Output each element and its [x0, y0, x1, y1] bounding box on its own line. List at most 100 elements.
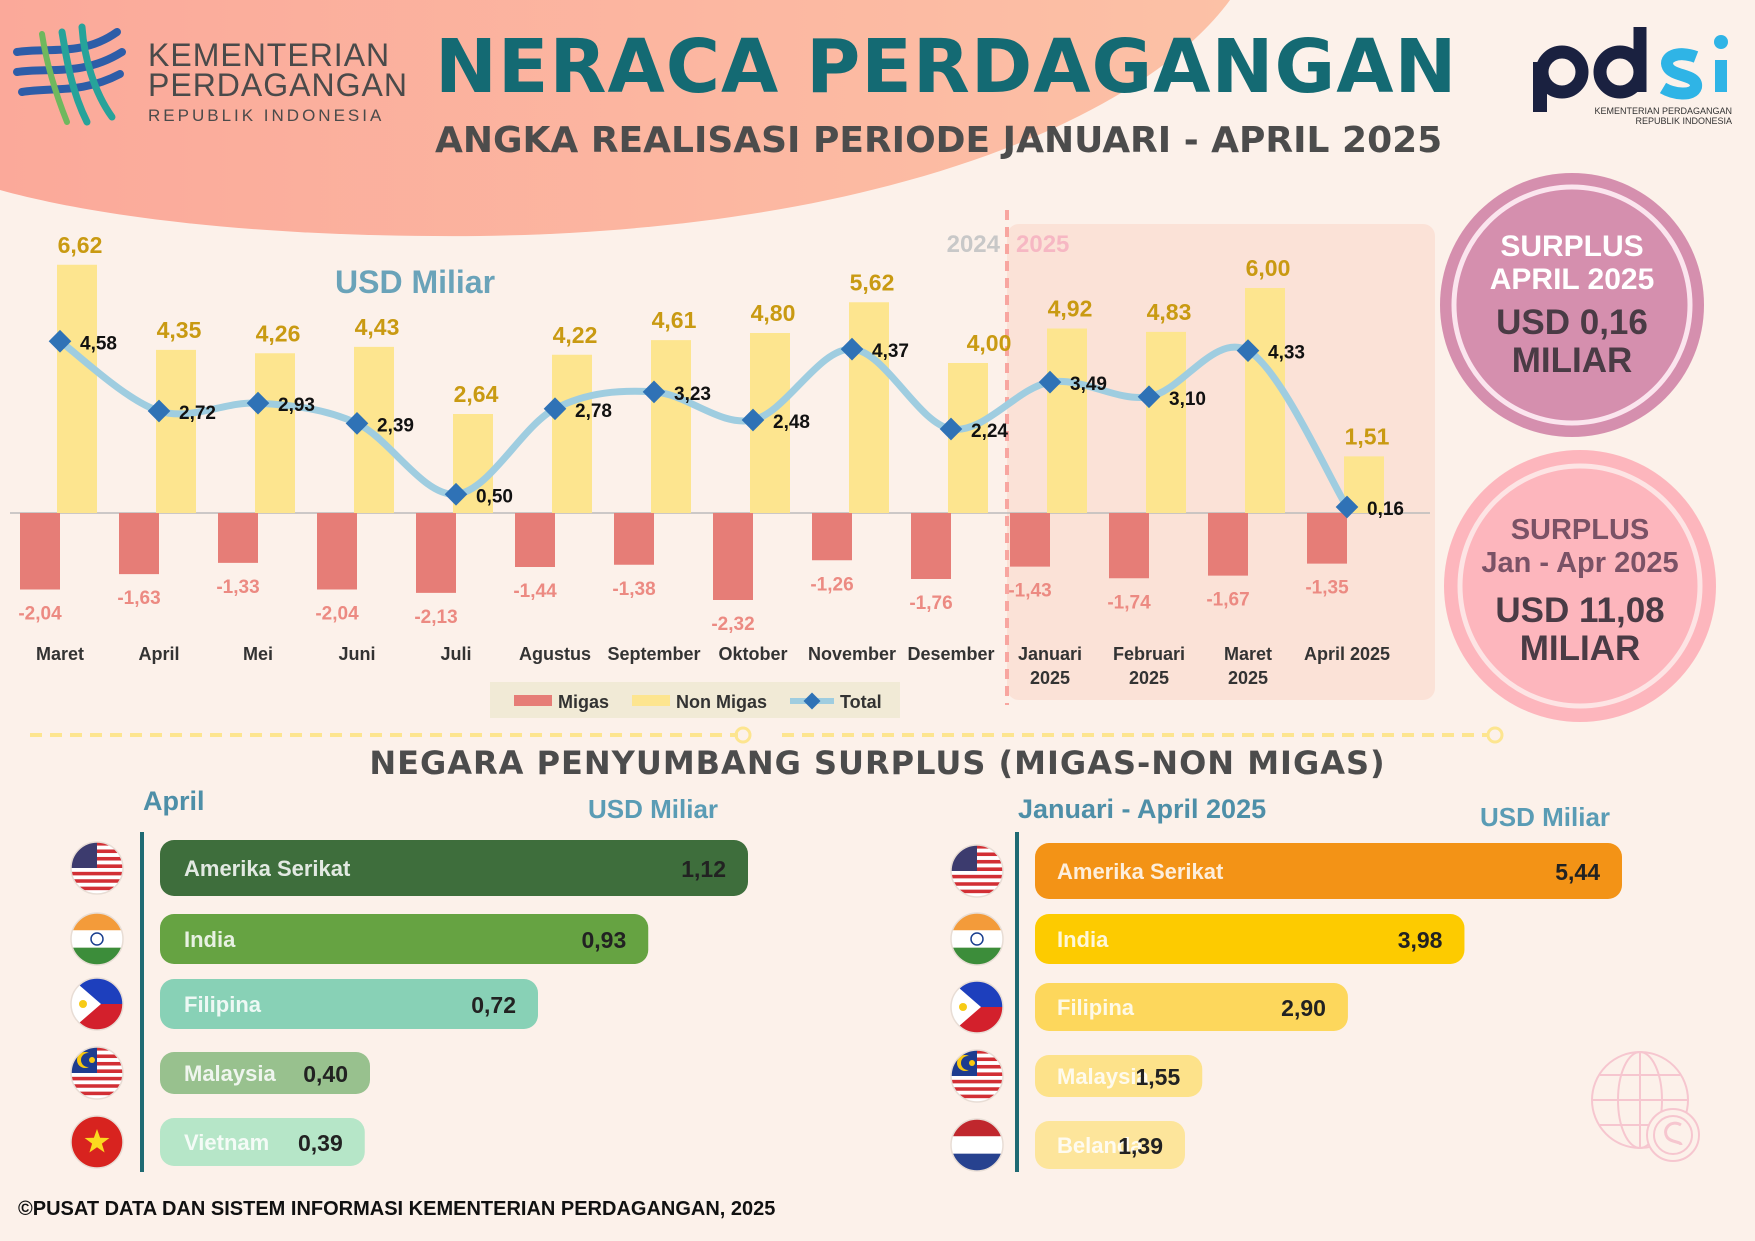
- pdsi-logo-icon: [1533, 27, 1728, 112]
- migas-label: -1,44: [513, 581, 557, 602]
- category-label: April: [138, 644, 179, 664]
- country-label: Malaysia: [1057, 1064, 1149, 1089]
- total-label: 4,37: [872, 341, 909, 362]
- ytd-surplus-chart: Amerika Serikat 5,44 India 3,98 Filipina 2,90…: [950, 832, 1622, 1172]
- ytd-surplus-circle: [1444, 450, 1716, 722]
- april-surplus-chart: Amerika Serikat 1,12 India 0,93 Filipina 0,72…: [70, 832, 748, 1172]
- non-migas-bar: [255, 353, 295, 513]
- non-migas-bar: [156, 349, 196, 513]
- total-label: 2,93: [278, 395, 315, 416]
- april-surplus-value-2: MILIAR: [1511, 341, 1633, 380]
- page-title: NERACA PERDAGANGAN: [435, 24, 1458, 110]
- legend-migas-label: Migas: [558, 692, 609, 712]
- non-migas-label: 4,00: [967, 330, 1012, 356]
- april-surplus-label-1: SURPLUS: [1500, 230, 1644, 263]
- country-value: 0,40: [303, 1061, 348, 1087]
- non-migas-label: 4,43: [355, 314, 400, 340]
- total-label: 2,39: [377, 415, 414, 436]
- total-label: 4,33: [1268, 343, 1305, 364]
- period-label-2025: 2025: [1016, 231, 1069, 258]
- non-migas-bar: [849, 302, 889, 513]
- country-value: 1,39: [1118, 1133, 1163, 1159]
- migas-bar: [218, 513, 258, 563]
- section-title: NEGARA PENYUMBANG SURPLUS (MIGAS-NON MIG…: [369, 744, 1386, 782]
- migas-label: -2,04: [18, 604, 62, 625]
- ytd-panel-title: Januari - April 2025: [1018, 794, 1267, 824]
- april-unit-label: USD Miliar: [588, 794, 719, 824]
- total-label: 3,49: [1070, 374, 1107, 395]
- non-migas-label: 4,92: [1048, 296, 1093, 322]
- ytd-surplus-value-2: MILIAR: [1519, 629, 1641, 668]
- chart-legend: Migas Non Migas Total: [490, 682, 900, 718]
- country-value: 5,44: [1555, 859, 1600, 885]
- ytd-unit-label: USD Miliar: [1480, 802, 1611, 832]
- country-label: Vietnam: [184, 1130, 269, 1155]
- total-point: [1335, 495, 1359, 519]
- non-migas-bar: [651, 340, 691, 513]
- country-label: Amerika Serikat: [1057, 859, 1224, 884]
- total-label: 2,24: [971, 421, 1008, 442]
- pdsi-caption-line1: KEMENTERIAN PERDAGANGAN: [1594, 106, 1732, 116]
- country-label: Belanda: [1057, 1133, 1143, 1158]
- footer-credit: ©PUSAT DATA DAN SISTEM INFORMASI KEMENTE…: [18, 1198, 776, 1220]
- country-bar: [1035, 914, 1465, 964]
- country-bar: [1035, 843, 1622, 899]
- ytd-surplus-label-2: Jan - Apr 2025: [1481, 547, 1679, 579]
- country-label: Filipina: [184, 992, 262, 1017]
- globe-coin-icon: [1591, 1051, 1700, 1162]
- country-label: Malaysia: [184, 1061, 276, 1086]
- ytd-surplus-label-1: SURPLUS: [1510, 514, 1650, 546]
- legend-non-migas-swatch: [632, 695, 670, 706]
- migas-bar: [119, 513, 159, 575]
- non-migas-label: 5,62: [850, 269, 895, 295]
- country-label: India: [184, 927, 236, 952]
- total-label: 0,50: [476, 486, 513, 507]
- category-label: Agustus: [519, 644, 591, 664]
- pdsi-caption-line2: REPUBLIK INDONESIA: [1635, 116, 1732, 126]
- migas-label: -1,26: [810, 574, 853, 595]
- migas-bar: [20, 513, 60, 590]
- non-migas-label: 4,22: [553, 322, 598, 348]
- country-value: 0,93: [581, 927, 626, 953]
- trade-balance-chart: 2024 2025 USD Miliar 6,62 -2,04 Maret 4,35 -1,6…: [10, 210, 1435, 718]
- category-label: Maret: [1224, 644, 1272, 664]
- total-label: 3,10: [1169, 389, 1206, 410]
- country-label: Amerika Serikat: [184, 856, 351, 881]
- legend-total-label: Total: [840, 692, 882, 712]
- category-label: September: [607, 644, 700, 664]
- migas-bar: [911, 513, 951, 579]
- category-label: April 2025: [1304, 644, 1390, 664]
- non-migas-label: 4,83: [1147, 299, 1192, 325]
- april-surplus-value-1: USD 0,16: [1496, 303, 1648, 342]
- category-label: 2025: [1030, 668, 1070, 688]
- country-bar: [1035, 1055, 1203, 1097]
- period-2025-highlight: [1007, 224, 1435, 700]
- country-bar: [1035, 983, 1348, 1031]
- category-label: Maret: [36, 644, 84, 664]
- ytd-surplus-value-1: USD 11,08: [1495, 591, 1665, 630]
- category-label: Januari: [1018, 644, 1082, 664]
- april-surplus-label-2: APRIL 2025: [1489, 263, 1655, 296]
- vietnam-flag-icon: [70, 1115, 124, 1169]
- country-value: 0,39: [298, 1130, 343, 1156]
- category-label: Juli: [440, 644, 471, 664]
- migas-bar: [1010, 513, 1050, 567]
- migas-label: -2,04: [315, 604, 359, 625]
- category-label: Desember: [907, 644, 994, 664]
- ytd-surplus-text: SURPLUS Jan - Apr 2025 USD 11,08 MILIAR: [1446, 514, 1714, 668]
- non-migas-label: 4,80: [751, 300, 796, 326]
- malaysia-flag-icon: [70, 1046, 124, 1100]
- total-label: 3,23: [674, 384, 711, 405]
- ministry-name: KEMENTERIAN PERDAGANGAN REPUBLIK INDONES…: [148, 37, 408, 126]
- ministry-name-line1: KEMENTERIAN: [148, 37, 391, 73]
- non-migas-bar: [1245, 288, 1285, 513]
- migas-bar: [1109, 513, 1149, 579]
- country-bar: [160, 840, 748, 896]
- total-label: 4,58: [80, 333, 117, 354]
- us-flag-icon: [70, 841, 124, 895]
- category-label: Februari: [1113, 644, 1185, 664]
- ministry-name-line3: REPUBLIK INDONESIA: [148, 106, 385, 125]
- section-divider: [30, 726, 1504, 744]
- migas-bar: [713, 513, 753, 600]
- country-label: India: [1057, 927, 1109, 952]
